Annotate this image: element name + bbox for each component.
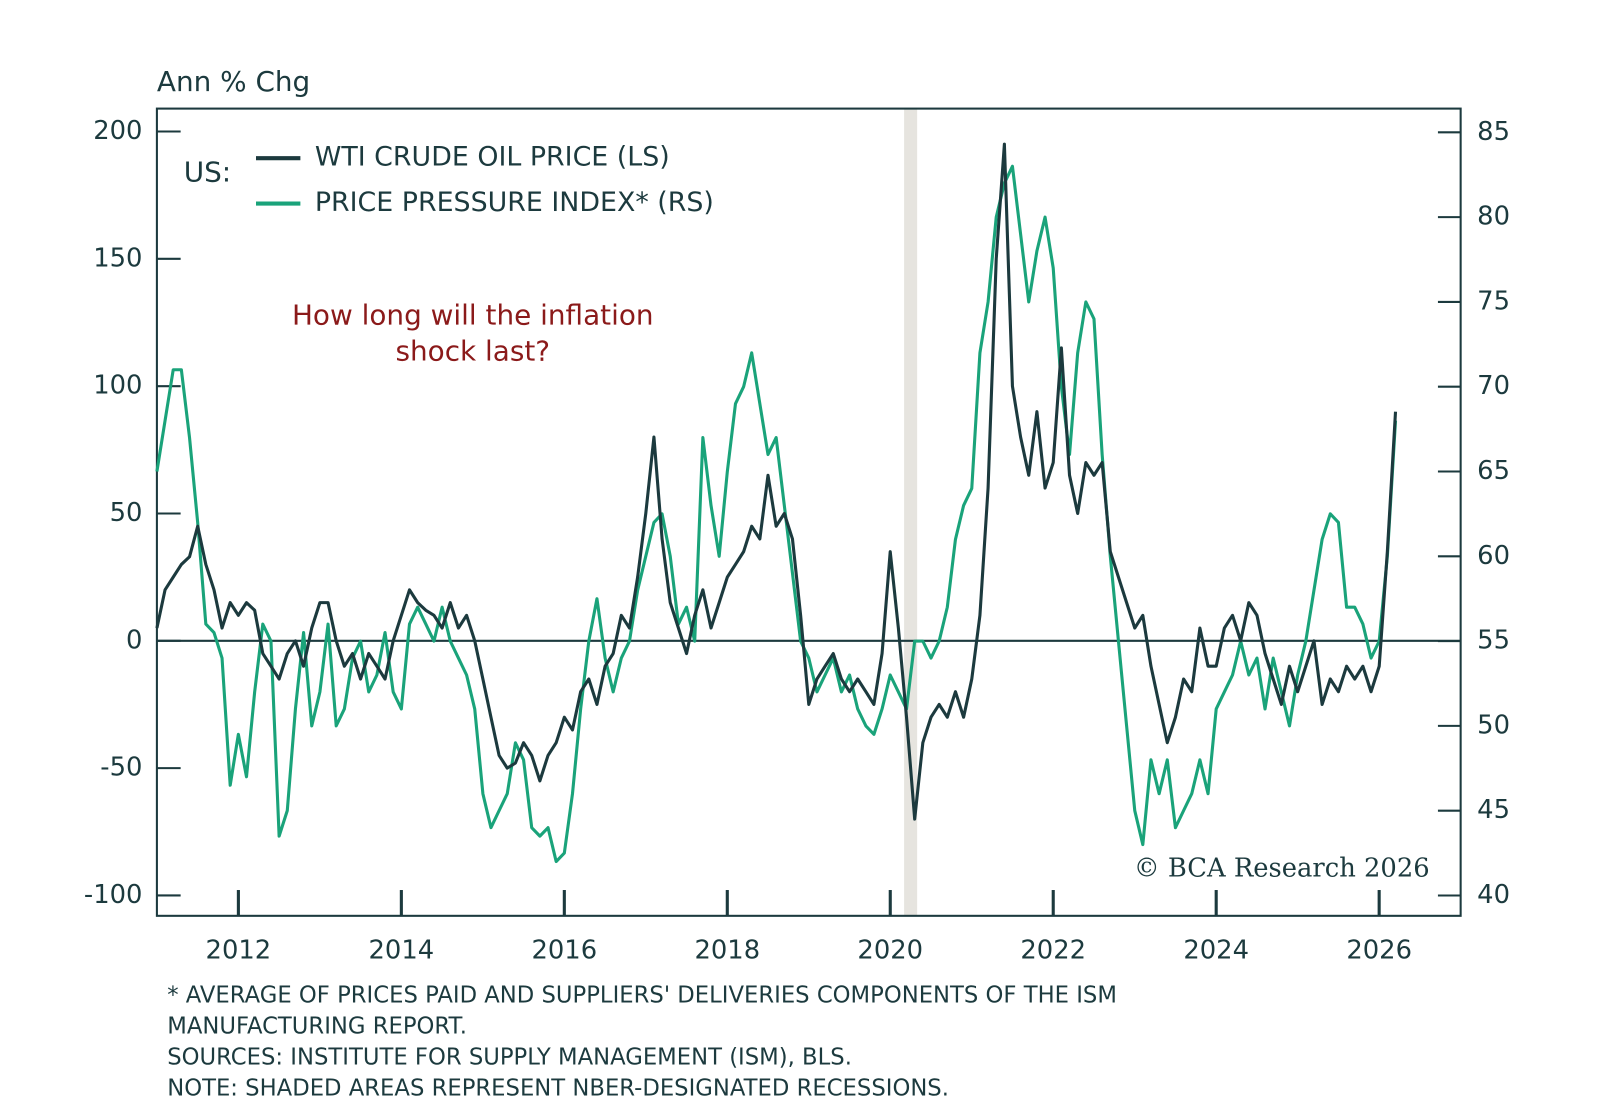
note: SOURCES: INSTITUTE FOR SUPPLY MANAGEMENT… xyxy=(167,1044,852,1071)
y-tick-label: 100 xyxy=(93,371,142,401)
y2-tick-label: 65 xyxy=(1477,456,1510,486)
y-tick-label: -100 xyxy=(84,880,143,910)
y2-tick-label: 50 xyxy=(1477,710,1510,740)
notes-box: * AVERAGE OF PRICES PAID AND SUPPLIERS' … xyxy=(167,981,1282,1105)
note: NOTE: SHADED AREAS REPRESENT NBER-DESIGN… xyxy=(167,1075,949,1102)
x-tick-label: 2016 xyxy=(531,935,597,965)
y2-tick-label: 80 xyxy=(1477,202,1510,232)
annotation-box: How long will the inflation shock last? xyxy=(291,299,654,368)
plot-frame xyxy=(155,107,1462,917)
y-tick-label: 150 xyxy=(93,243,142,273)
legend-title: US: xyxy=(184,156,231,189)
y-axis-label: Ann % Chg xyxy=(157,65,310,98)
x-tick-label: 2024 xyxy=(1183,935,1249,965)
y2-tick-label: 75 xyxy=(1477,286,1510,316)
annotation: How long will the inflation shock last? xyxy=(291,299,654,368)
x-tick-label: 2014 xyxy=(369,935,435,965)
x-tick-label: 2020 xyxy=(857,935,923,965)
y-tick-label: 0 xyxy=(126,625,142,655)
x-tick-label: 2018 xyxy=(694,935,760,965)
notes: * AVERAGE OF PRICES PAID AND SUPPLIERS' … xyxy=(167,981,1282,1105)
y-tick-label: -50 xyxy=(100,753,142,783)
y2-tick-label: 70 xyxy=(1477,371,1510,401)
y2-tick-label: 85 xyxy=(1477,117,1510,147)
recession-band xyxy=(904,108,918,916)
y2-tick-label: 40 xyxy=(1477,880,1510,910)
y-tick-label: 200 xyxy=(93,116,142,146)
source: © BCA Research 2026 xyxy=(1134,853,1430,883)
y2-tick-label: 55 xyxy=(1477,626,1510,656)
y2-tick-label: 60 xyxy=(1477,541,1510,571)
series-line xyxy=(155,142,1398,821)
legend-label: PRICE PRESSURE INDEX* (RS) xyxy=(315,187,714,218)
legend-label: WTI CRUDE OIL PRICE (LS) xyxy=(315,142,670,173)
series-line xyxy=(155,164,1398,864)
y-tick-label: 50 xyxy=(110,498,143,528)
x-tick-label: 2022 xyxy=(1020,935,1086,965)
note: * AVERAGE OF PRICES PAID AND SUPPLIERS' … xyxy=(167,982,1117,1040)
x-tick-label: 2026 xyxy=(1346,935,1412,965)
y2-tick-label: 45 xyxy=(1477,795,1510,825)
x-tick-label: 2012 xyxy=(206,935,272,965)
